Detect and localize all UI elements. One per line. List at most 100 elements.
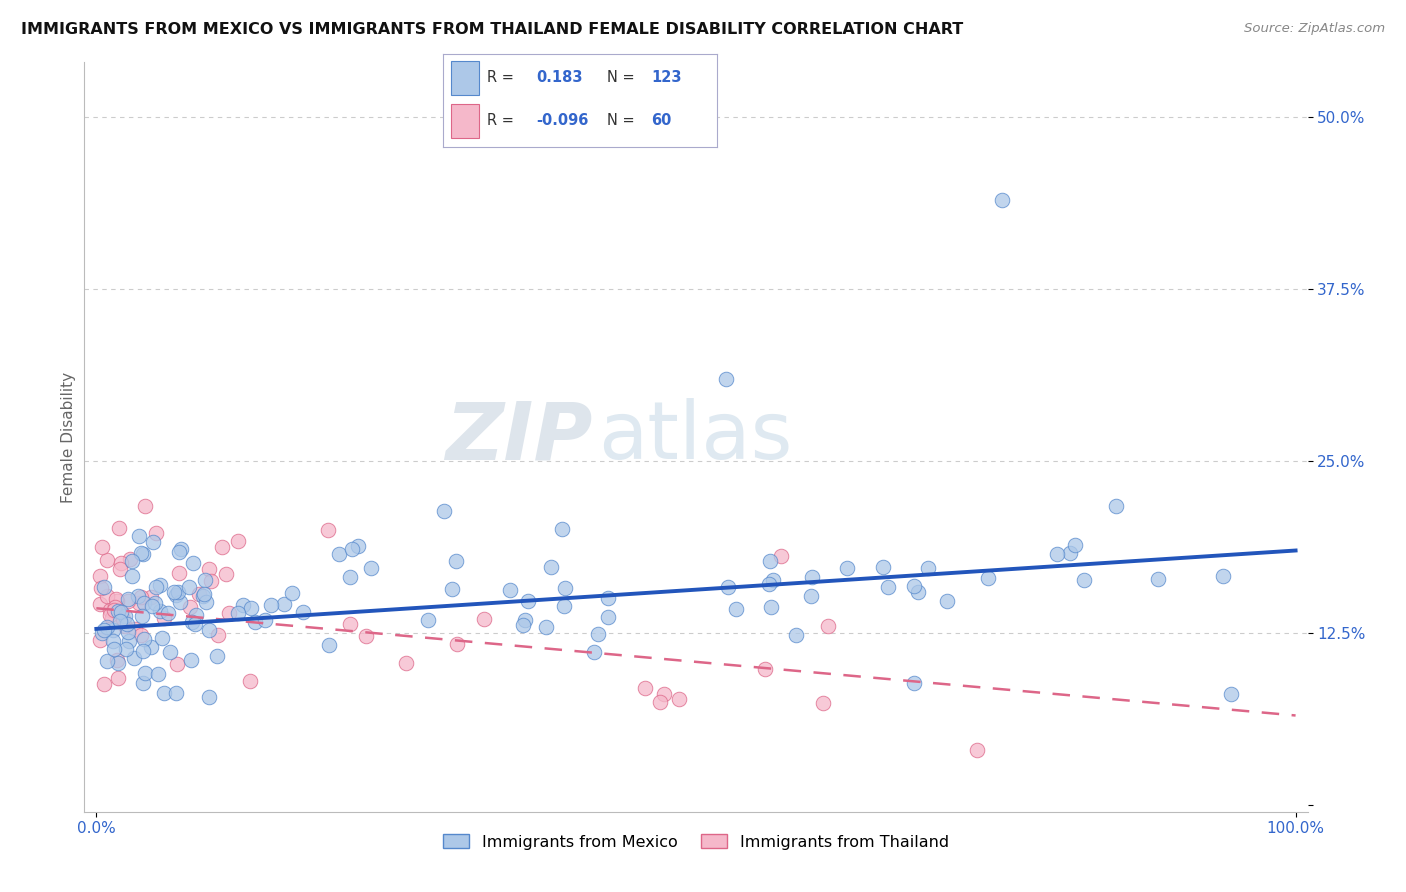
Text: 60: 60 [651, 113, 672, 128]
Point [534, 620, 557, 634]
Point [218, 606, 240, 620]
Point [141, 591, 163, 605]
Point [211, 540, 233, 554]
Point [165, 685, 187, 699]
Point [145, 525, 167, 540]
Point [872, 560, 894, 574]
Point [105, 653, 128, 667]
Point [141, 640, 163, 654]
Point [207, 649, 229, 664]
Point [232, 598, 254, 612]
Point [193, 573, 215, 587]
Text: R =: R = [486, 113, 513, 128]
Point [876, 580, 898, 594]
Point [129, 591, 152, 605]
Point [1046, 548, 1069, 562]
Point [167, 566, 190, 581]
Point [96, 620, 118, 634]
Point [159, 645, 181, 659]
Point [785, 628, 807, 642]
Point [446, 637, 468, 651]
Point [758, 577, 780, 591]
Point [105, 591, 128, 606]
Point [129, 628, 152, 642]
Point [114, 619, 136, 633]
Point [117, 625, 139, 640]
Point [103, 641, 125, 656]
Point [513, 613, 536, 627]
Text: N =: N = [607, 70, 636, 86]
Point [717, 580, 740, 594]
Point [817, 619, 839, 633]
Point [648, 695, 671, 709]
Point [117, 593, 139, 607]
Point [444, 554, 467, 568]
Point [167, 585, 190, 599]
Point [395, 657, 418, 671]
Point [98, 603, 121, 617]
Text: R =: R = [486, 70, 513, 86]
Point [540, 560, 562, 574]
Point [254, 614, 277, 628]
Point [107, 671, 129, 685]
Y-axis label: Female Disability: Female Disability [60, 371, 76, 503]
Point [105, 593, 128, 607]
Point [132, 644, 155, 658]
Point [668, 692, 690, 706]
Point [917, 561, 939, 575]
Text: N =: N = [607, 113, 636, 128]
Point [89, 568, 111, 582]
Point [101, 634, 124, 648]
Point [281, 585, 304, 599]
Text: -0.096: -0.096 [536, 113, 589, 128]
Point [122, 651, 145, 665]
Point [517, 594, 540, 608]
Point [134, 666, 156, 681]
Point [239, 674, 262, 689]
Point [96, 553, 118, 567]
Point [835, 561, 858, 575]
Point [131, 609, 153, 624]
Point [121, 554, 143, 568]
Point [100, 611, 122, 625]
Point [152, 611, 174, 625]
Point [188, 587, 211, 601]
Point [132, 597, 155, 611]
Point [198, 623, 221, 637]
Point [339, 570, 361, 584]
Point [228, 534, 250, 549]
Point [110, 556, 132, 570]
Point [360, 561, 382, 575]
Point [132, 547, 155, 561]
Point [1146, 572, 1168, 586]
Point [96, 589, 118, 603]
Point [432, 503, 454, 517]
Point [240, 601, 263, 615]
Point [114, 609, 136, 624]
Point [179, 599, 201, 614]
Point [800, 590, 823, 604]
Point [184, 617, 207, 632]
Point [472, 612, 495, 626]
Point [117, 591, 139, 606]
Point [186, 608, 208, 623]
Point [586, 626, 609, 640]
Point [181, 615, 204, 630]
Point [200, 574, 222, 588]
Point [146, 667, 169, 681]
Legend: Immigrants from Mexico, Immigrants from Thailand: Immigrants from Mexico, Immigrants from … [437, 828, 955, 856]
Point [90, 581, 112, 595]
Bar [451, 61, 478, 95]
Point [596, 591, 619, 605]
Point [141, 599, 163, 613]
Point [1064, 538, 1087, 552]
Point [108, 562, 131, 576]
Point [132, 632, 155, 647]
Point [354, 629, 377, 643]
Point [143, 595, 166, 609]
Point [180, 652, 202, 666]
Point [118, 633, 141, 648]
Point [340, 541, 363, 556]
Point [801, 569, 824, 583]
Point [91, 540, 114, 554]
